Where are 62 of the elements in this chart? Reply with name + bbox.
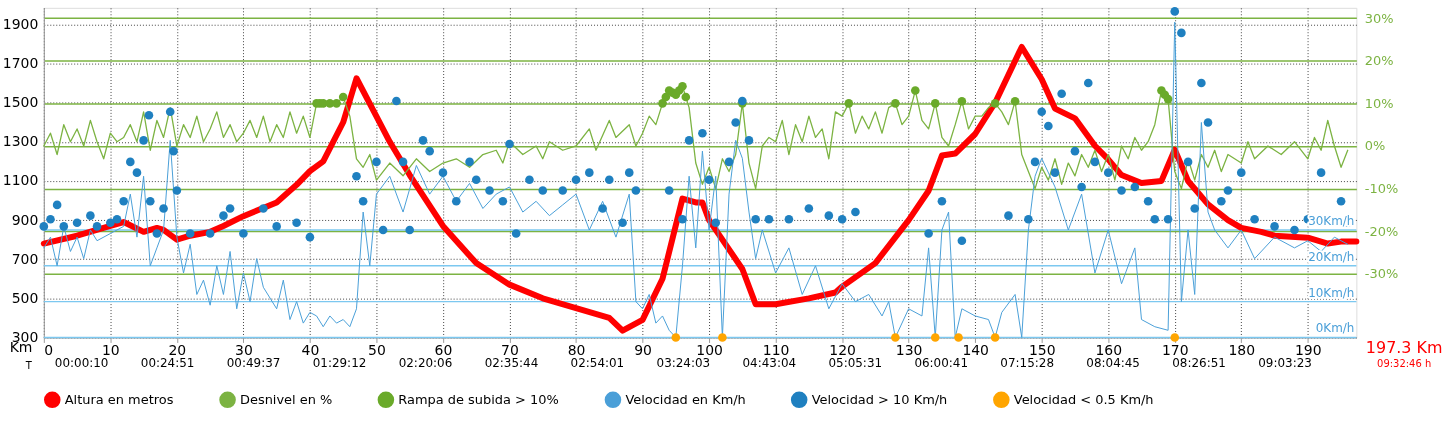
text: 02:20:06 — [398, 356, 453, 371]
x-tick-label: 150 — [1028, 341, 1056, 358]
x-tick-label: 90 — [634, 341, 652, 358]
text: 197.3 Km — [1365, 338, 1443, 358]
y-tick-label: 1300 — [2, 133, 39, 150]
text: 00:00:10 — [54, 356, 109, 371]
text: 08:04:45 — [1086, 356, 1140, 371]
x-tick-label: 30 — [235, 341, 253, 358]
y-tick-label: 1100 — [2, 172, 39, 189]
x-tick-label: 190 — [1295, 341, 1322, 358]
y-tick-label: 500 — [11, 289, 39, 306]
y2-tick-label: -30% — [1364, 266, 1399, 282]
text: 03:24:03 — [656, 356, 711, 371]
text: 00:24:51 — [140, 356, 195, 371]
x-tick-label: 70 — [501, 341, 519, 358]
text: 00:49:37 — [226, 356, 281, 371]
x-tick-label: 0 — [44, 341, 54, 358]
y2-tick-label: -20% — [1364, 223, 1399, 239]
text: 05:05:31 — [828, 356, 883, 371]
x-tick-label: 110 — [762, 341, 790, 358]
legend-label: Velocidad en Km/h — [625, 391, 746, 407]
x-tick-label: 130 — [895, 341, 923, 358]
text: 06:00:41 — [914, 356, 969, 371]
x-tick-label: 160 — [1095, 341, 1123, 358]
text: 01:29:12 — [312, 356, 367, 371]
text: 04:43:04 — [742, 356, 797, 371]
x-tick-label: 180 — [1228, 341, 1256, 358]
legend-label: Altura en metros — [64, 391, 174, 407]
y2-tick-label: 30% — [1364, 10, 1394, 26]
x-tick-label: 140 — [962, 341, 989, 358]
y2-tick-label: 20% — [1364, 53, 1394, 69]
y3-tick-label: 20Km/h — [1308, 249, 1355, 264]
y3-tick-label: 10Km/h — [1308, 285, 1355, 300]
text: T — [24, 360, 33, 372]
x-tick-label: 20 — [168, 341, 187, 358]
text: 08:26:51 — [1172, 356, 1226, 371]
x-tick-label: 120 — [829, 341, 856, 358]
x-tick-label: 100 — [696, 341, 723, 358]
y2-tick-label: -10% — [1364, 181, 1399, 197]
x-tick-label: 170 — [1161, 341, 1189, 358]
legend-label: Velocidad < 0.5 Km/h — [1013, 391, 1154, 407]
y3-tick-label: 0Km/h — [1315, 321, 1355, 336]
y2-tick-label: 0% — [1364, 138, 1386, 154]
legend-label: Desnivel en % — [240, 391, 333, 407]
text: 09:32:46 h — [1377, 358, 1432, 370]
text: 02:35:44 — [484, 356, 539, 371]
x-tick-label: 10 — [101, 341, 120, 358]
legend-label: Velocidad > 10 Km/h — [811, 391, 948, 407]
y2-tick-label: 10% — [1364, 95, 1394, 111]
y-tick-label: 700 — [11, 250, 39, 267]
y-tick-label: 1500 — [2, 94, 39, 111]
y-tick-label: 900 — [11, 211, 39, 228]
x-tick-label: 40 — [301, 341, 320, 358]
x-tick-label: 60 — [434, 341, 453, 358]
y-tick-label: 1900 — [2, 15, 39, 32]
x-tick-label: 50 — [368, 341, 386, 358]
text: 02:54:01 — [570, 356, 625, 371]
x-tick-label: 80 — [567, 341, 586, 358]
text: 09:03:23 — [1258, 356, 1312, 371]
y-tick-label: 1700 — [2, 55, 39, 72]
legend-label: Rampa de subida > 10% — [398, 391, 559, 407]
text: 07:15:28 — [1000, 356, 1054, 371]
